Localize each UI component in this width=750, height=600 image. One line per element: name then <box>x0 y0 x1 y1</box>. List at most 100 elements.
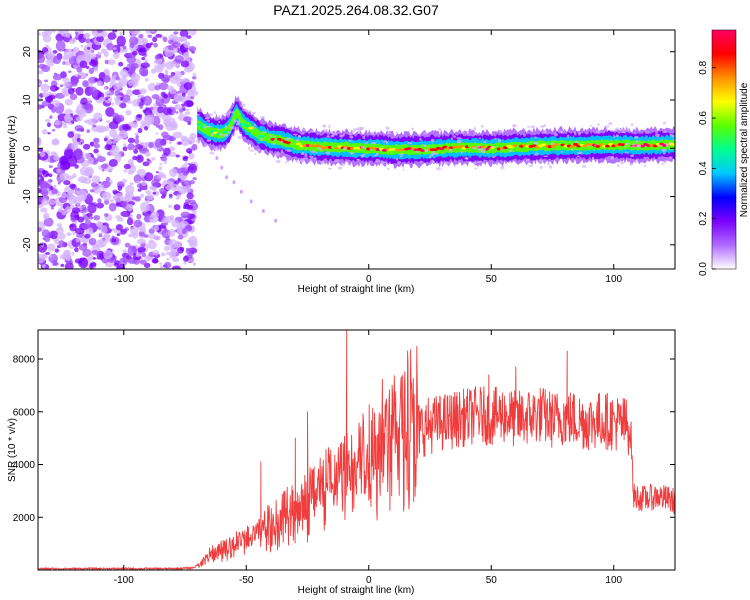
noise-speckle <box>144 59 149 64</box>
noise-speckle <box>45 251 51 255</box>
noise-speckle <box>154 138 163 148</box>
noise-speckle <box>192 72 197 77</box>
noise-speckle <box>72 173 77 179</box>
noise-speckle <box>186 108 190 112</box>
noise-speckle <box>153 61 158 64</box>
ridge-speckle <box>311 150 316 153</box>
noise-speckle <box>103 51 109 58</box>
ridge-speckle <box>624 151 629 154</box>
noise-speckle <box>74 227 85 235</box>
noise-speckle <box>128 121 138 128</box>
noise-speckle <box>56 168 61 174</box>
ridge-speckle <box>218 115 221 119</box>
noise-speckle <box>79 60 88 69</box>
noise-speckle <box>187 120 192 126</box>
noise-speckle <box>162 107 172 115</box>
ridge-speckle <box>337 166 343 170</box>
noise-speckle <box>152 36 158 43</box>
noise-speckle <box>88 86 97 94</box>
noise-speckle <box>58 207 63 213</box>
ridge-speckle <box>348 132 352 136</box>
noise-speckle <box>48 103 55 111</box>
ridge-speckle <box>473 127 477 131</box>
noise-speckle <box>161 217 170 224</box>
x-tick-label: 50 <box>486 274 498 285</box>
noise-speckle <box>177 36 186 42</box>
noise-speckle <box>175 197 180 200</box>
noise-speckle <box>51 129 56 132</box>
noise-speckle <box>183 116 192 123</box>
ridge-speckle <box>621 130 625 134</box>
noise-speckle <box>82 143 91 150</box>
noise-speckle <box>180 60 190 68</box>
noise-speckle <box>118 61 124 67</box>
ridge-speckle <box>397 160 402 164</box>
noise-speckle <box>183 52 190 59</box>
noise-speckle <box>157 106 164 114</box>
noise-speckle <box>147 34 153 38</box>
noise-speckle <box>185 100 194 107</box>
noise-speckle <box>40 207 48 213</box>
noise-speckle <box>187 162 192 166</box>
ridge-speckle <box>419 137 422 141</box>
noise-speckle <box>38 148 44 152</box>
noise-speckle <box>78 257 89 269</box>
ridge-speckle <box>422 144 427 147</box>
ridge-speckle <box>309 159 313 162</box>
noise-speckle <box>62 61 66 65</box>
noise-speckle <box>122 146 128 152</box>
colorbar-tick-label: 0.2 <box>698 211 709 225</box>
ridge-speckle <box>244 109 250 113</box>
ridge-speckle <box>351 130 356 133</box>
noise-speckle <box>111 102 115 106</box>
noise-speckle <box>85 65 90 69</box>
noise-speckle <box>116 35 126 47</box>
noise-speckle <box>143 215 151 223</box>
ridge-speckle <box>547 162 551 166</box>
noise-speckle <box>96 156 106 163</box>
noise-speckle <box>95 221 103 228</box>
noise-speckle <box>173 92 184 103</box>
ridge-speckle <box>382 140 387 143</box>
noise-speckle <box>91 249 99 256</box>
ridge-speckle <box>362 135 366 139</box>
noise-speckle <box>139 94 145 98</box>
ridge-speckle <box>328 167 332 170</box>
ridge-core <box>569 145 575 148</box>
noise-speckle <box>147 240 157 250</box>
ridge-core <box>276 137 282 141</box>
noise-speckle <box>128 30 138 35</box>
noise-speckle <box>151 258 159 264</box>
noise-speckle <box>116 217 124 222</box>
noise-speckle <box>64 113 72 123</box>
noise-speckle <box>142 95 152 106</box>
noise-speckle <box>184 158 188 162</box>
y-tick-label: -20 <box>22 237 33 252</box>
ridge-speckle <box>342 147 347 150</box>
ridge-speckle <box>539 125 545 128</box>
noise-speckle <box>103 86 108 90</box>
ridge-speckle <box>438 128 442 131</box>
noise-speckle <box>131 32 136 37</box>
noise-speckle <box>38 53 46 64</box>
ridge-speckle <box>635 140 639 143</box>
noise-speckle <box>115 201 120 207</box>
ridge-core <box>235 114 241 117</box>
ridge-core <box>378 147 384 151</box>
noise-speckle <box>40 83 49 93</box>
ridge-speckle <box>325 151 331 155</box>
noise-speckle <box>152 192 157 195</box>
spectrogram-x-ticks: -100 -50 0 50 100 <box>114 30 623 285</box>
ridge-speckle <box>548 165 553 169</box>
y-tick-label: 6000 <box>13 407 36 418</box>
noise-speckle <box>159 262 163 265</box>
noise-speckle <box>92 256 97 260</box>
noise-speckle <box>127 80 135 86</box>
noise-speckle <box>131 196 136 201</box>
noise-speckle <box>108 202 117 212</box>
noise-speckle <box>69 93 78 100</box>
noise-speckle <box>139 104 143 109</box>
ridge-tail <box>274 218 278 223</box>
ridge-speckle <box>310 130 315 133</box>
